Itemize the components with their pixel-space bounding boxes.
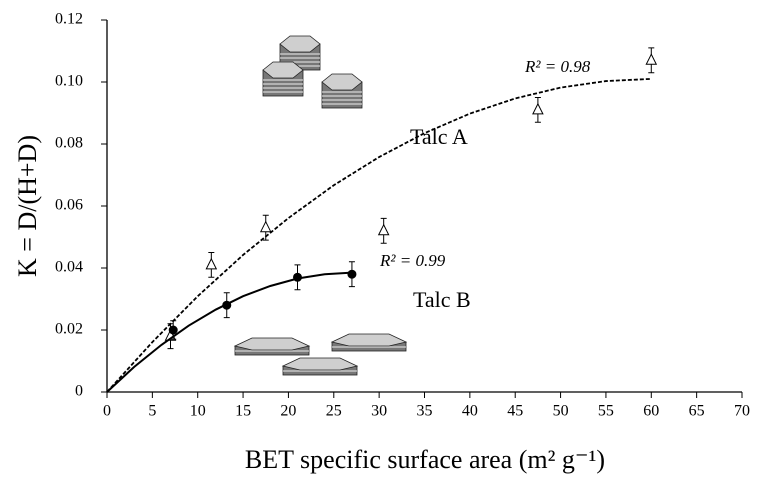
x-tick-label: 0 [103,403,111,420]
marker [169,326,178,335]
talc-b-icons [235,334,406,375]
series-label: Talc B [413,287,471,312]
x-tick-label: 65 [689,403,705,420]
marker [261,222,271,232]
marker [646,54,656,64]
x-tick-label: 30 [371,403,387,420]
marker [222,301,231,310]
marker [293,273,302,282]
x-tick-label: 55 [598,403,614,420]
x-tick-label: 50 [553,403,569,420]
y-tick-label: 0.10 [55,73,83,90]
y-tick-label: 0 [75,383,83,400]
y-tick-label: 0.04 [55,259,83,276]
marker [533,104,543,114]
y-tick-label: 0.08 [55,135,83,152]
x-tick-label: 25 [326,403,342,420]
x-tick-label: 35 [417,403,433,420]
page: BET specific surface area (m² g⁻¹) K = D… [0,0,769,479]
series-label: Talc A [410,124,468,149]
marker [347,270,356,279]
x-tick-label: 10 [190,403,206,420]
r2-label: R² = 0.98 [524,57,591,76]
y-tick-label: 0.06 [55,197,83,214]
marker [206,259,216,269]
talc-a-icons [263,36,362,108]
x-tick-label: 70 [734,403,750,420]
y-tick-label: 0.02 [55,321,83,338]
x-tick-label: 45 [507,403,523,420]
marker [379,225,389,235]
chart: BET specific surface area (m² g⁻¹) K = D… [0,0,769,479]
x-tick-label: 15 [235,403,251,420]
r2-label: R² = 0.99 [379,251,446,270]
y-axis-label: K = D/(H+D) [13,135,42,277]
x-tick-label: 5 [148,403,156,420]
x-tick-label: 20 [280,403,296,420]
x-tick-label: 40 [462,403,478,420]
y-tick-label: 0.12 [55,11,83,28]
x-axis-label: BET specific surface area (m² g⁻¹) [245,445,605,474]
x-tick-label: 60 [643,403,659,420]
